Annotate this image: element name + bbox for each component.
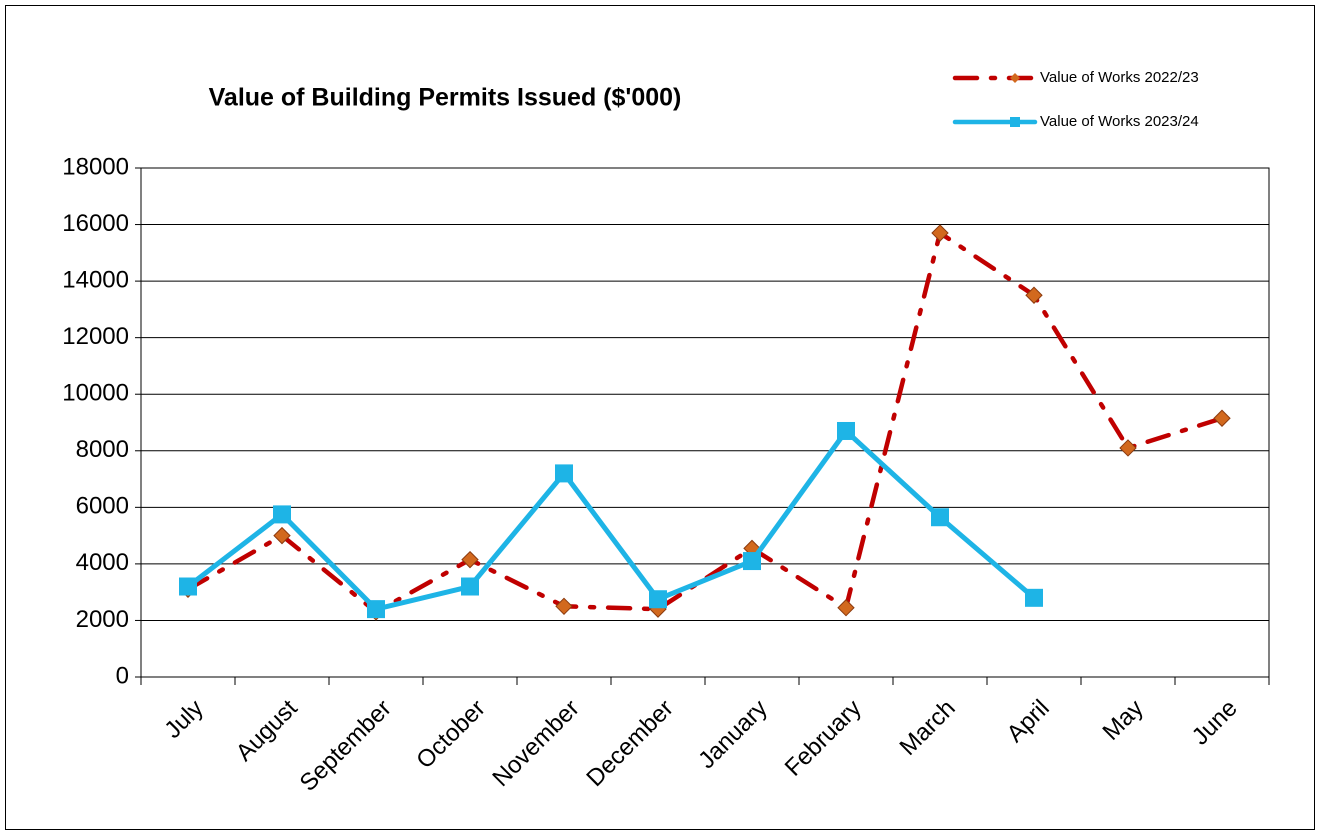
point-marker — [273, 505, 291, 524]
point-marker — [367, 600, 385, 619]
legend-label: Value of Works 2023/24 — [1040, 113, 1199, 130]
point-marker — [555, 464, 573, 483]
y-tick-label: 4000 — [76, 549, 129, 576]
y-tick-label: 2000 — [76, 606, 129, 633]
point-marker — [931, 224, 949, 242]
point-marker — [1025, 588, 1043, 607]
point-marker — [837, 421, 855, 440]
y-tick-label: 12000 — [62, 323, 129, 350]
legend-marker — [1010, 73, 1020, 83]
y-tick-label: 10000 — [62, 380, 129, 407]
point-marker — [931, 508, 949, 527]
point-marker — [1213, 409, 1231, 427]
point-marker — [743, 552, 761, 571]
point-marker — [179, 577, 197, 596]
y-tick-label: 8000 — [76, 436, 129, 463]
point-marker — [1025, 286, 1043, 304]
y-tick-label: 16000 — [62, 210, 129, 237]
y-tick-label: 18000 — [62, 153, 129, 180]
point-marker — [837, 599, 855, 617]
chart-border — [5, 5, 1315, 830]
point-marker — [461, 550, 479, 569]
point-marker — [649, 590, 667, 609]
y-tick-label: 6000 — [76, 493, 129, 520]
chart-title: Value of Building Permits Issued ($'000) — [209, 84, 682, 112]
point-marker — [555, 597, 573, 616]
point-marker — [273, 526, 291, 545]
series-line — [185, 428, 1037, 612]
point-marker — [1119, 439, 1137, 457]
point-marker — [461, 577, 479, 596]
legend-label: Value of Works 2022/23 — [1040, 69, 1199, 86]
y-tick-label: 14000 — [62, 266, 129, 293]
y-tick-label: 0 — [116, 662, 129, 689]
legend-marker — [1010, 117, 1020, 127]
